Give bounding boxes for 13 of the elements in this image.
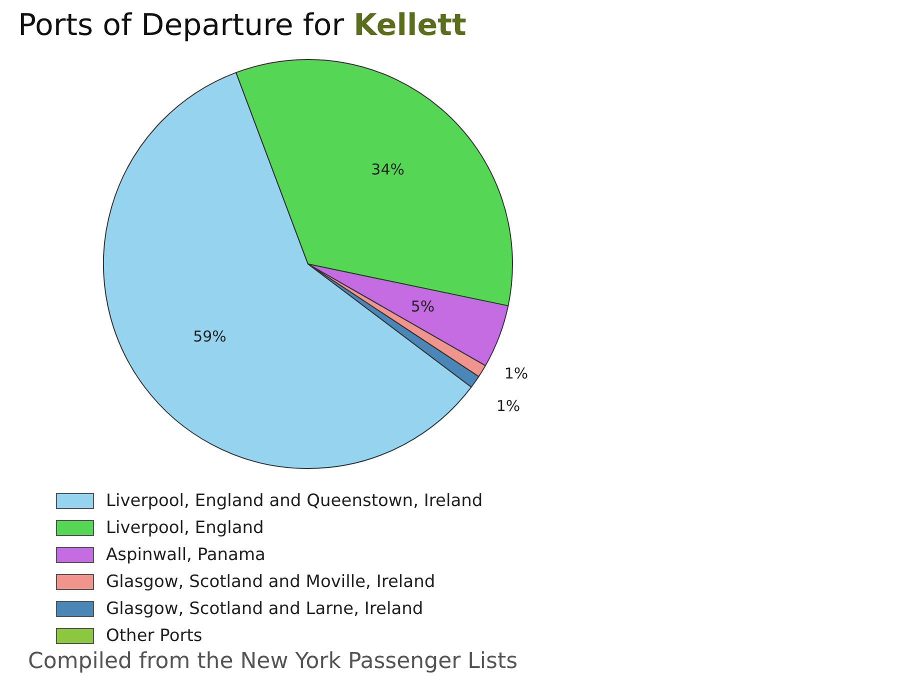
chart-title: Ports of Departure for Kellett: [18, 8, 466, 43]
legend-label: Other Ports: [106, 626, 202, 646]
data-label: 59%: [193, 327, 226, 346]
text: Compiled from the New York Passenger Lists: [28, 649, 519, 674]
data-label: 5%: [410, 297, 435, 316]
legend-label: Liverpool, England: [106, 518, 264, 538]
legend-label: Glasgow, Scotland and Larne, Ireland: [106, 598, 424, 618]
legend-label: Liverpool, England and Queenstown, Ireland: [106, 490, 483, 510]
data-label: 1%: [496, 396, 520, 415]
legend-label: Glasgow, Scotland and Moville, Ireland: [106, 572, 436, 592]
data-label: 34%: [371, 160, 405, 179]
data-label: 1%: [504, 364, 528, 383]
legend-label: Aspinwall, Panama: [106, 544, 266, 564]
